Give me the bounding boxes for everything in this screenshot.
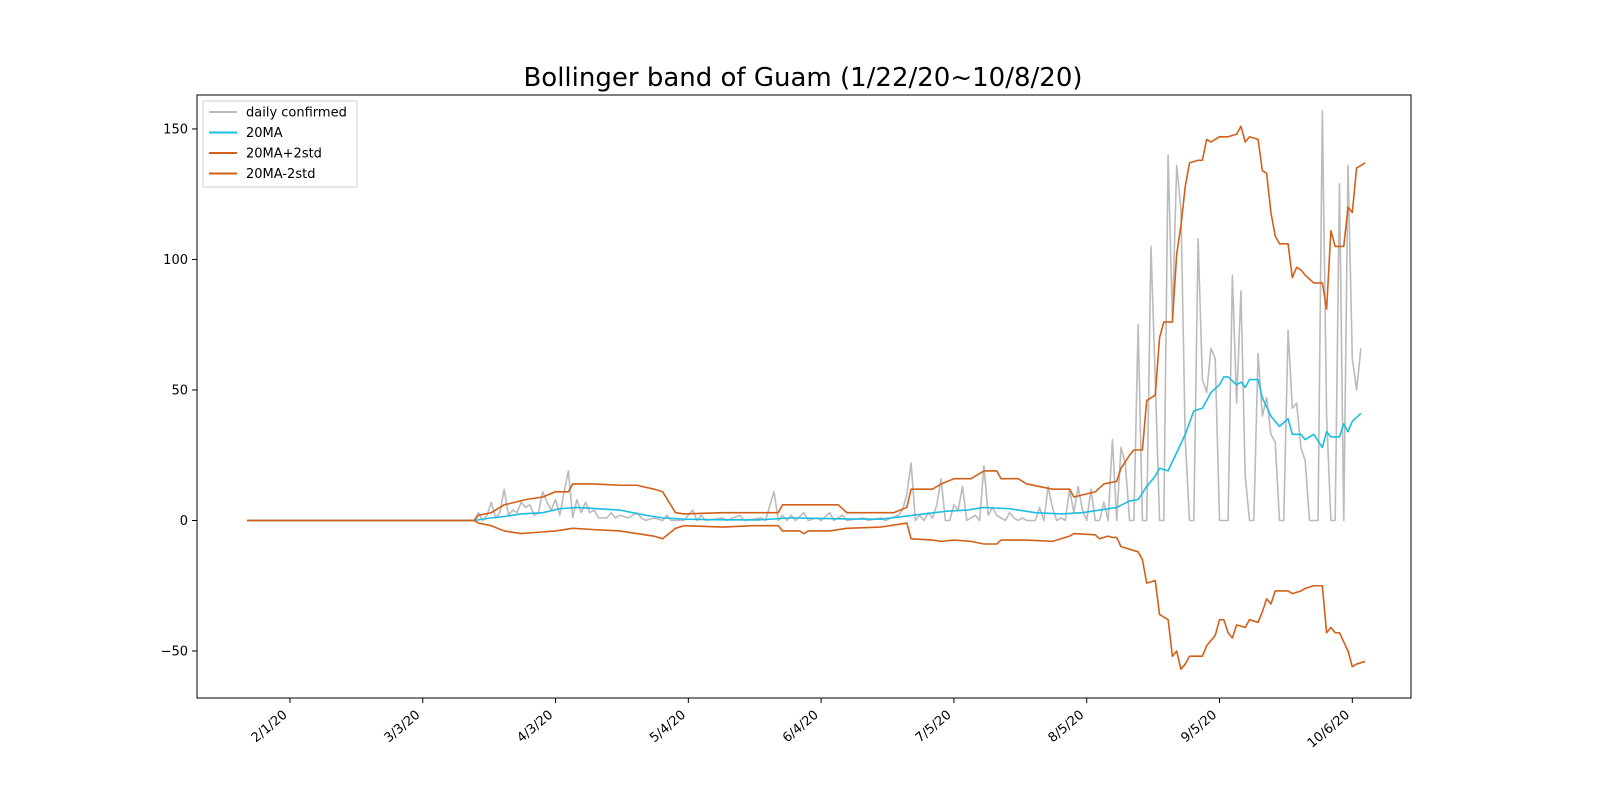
- series-line-3: [247, 125, 1366, 522]
- series-line-4: [247, 519, 1366, 671]
- series-layer: [247, 109, 1366, 671]
- legend-box: [202, 100, 358, 188]
- legend-label: 20MA: [246, 126, 283, 141]
- plot-area-frame: [196, 94, 1412, 699]
- legend-label: daily confirmed: [246, 106, 347, 121]
- y-tick-label: 150: [163, 122, 188, 137]
- series-line-1: [247, 109, 1362, 522]
- x-tick-label: 7/5/20: [913, 708, 955, 746]
- x-tick-label: 3/3/20: [382, 708, 424, 746]
- chart-title: Bollinger band of Guam (1/22/20~10/8/20): [523, 63, 1082, 93]
- x-tick-label: 8/5/20: [1046, 708, 1088, 746]
- legend-label: 20MA-2std: [246, 167, 315, 182]
- x-tick-label: 5/4/20: [647, 708, 689, 746]
- y-tick-label: 100: [163, 253, 188, 268]
- y-tick-label: −50: [161, 645, 188, 660]
- y-tick-label: 0: [180, 514, 188, 529]
- y-tick-label: 50: [171, 383, 188, 398]
- legend-label: 20MA+2std: [246, 147, 322, 162]
- x-tick-label: 9/5/20: [1178, 708, 1220, 746]
- x-tick-label: 6/4/20: [780, 708, 822, 746]
- x-tick-label: 2/1/20: [249, 708, 291, 746]
- x-axis: 2/1/20 3/3/20 4/3/20 5/4/20 6/4/20 7/5/20 8/5/…: [249, 698, 1353, 751]
- x-tick-label: 10/6/20: [1305, 708, 1353, 752]
- y-axis: −50 0 50 100 150: [161, 122, 197, 660]
- x-tick-label: 4/3/20: [514, 708, 556, 746]
- series-line-2: [247, 376, 1362, 522]
- legend: daily confirmed 20MA 20MA+2std 20MA-2std: [202, 100, 358, 188]
